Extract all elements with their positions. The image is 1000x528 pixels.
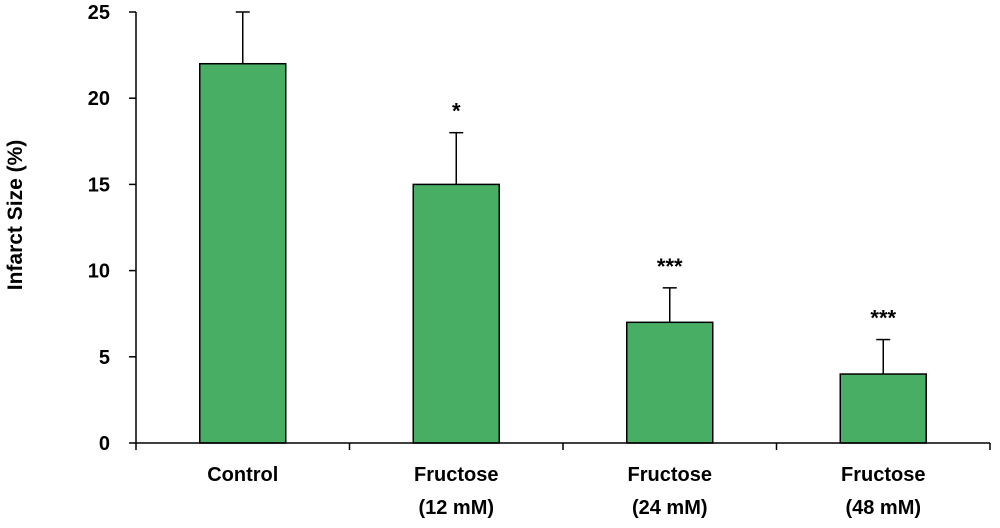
x-category-label-line: Fructose — [414, 464, 498, 486]
x-category-label-line: (12 mM) — [418, 497, 494, 519]
y-tick-label-5: 25 — [88, 2, 110, 24]
x-category-label-line: (24 mM) — [632, 497, 708, 519]
bars-layer — [199, 62, 927, 444]
y-tick-label-1: 5 — [99, 347, 110, 369]
y-axis-title-group: Infarct Size (%) — [4, 140, 27, 291]
bar-2 — [626, 321, 714, 444]
axes-layer — [135, 12, 991, 450]
error-bars-layer — [235, 11, 891, 375]
bar-3 — [839, 373, 927, 444]
y-tick-label-2: 10 — [88, 261, 110, 283]
y-tick-label-0: 0 — [99, 433, 110, 455]
x-category-label-3: Fructose (48 mM) — [841, 464, 925, 519]
significance-label-1: * — [452, 99, 461, 124]
x-category-label-line: (48 mM) — [845, 497, 921, 519]
x-category-label-line: Fructose — [841, 464, 925, 486]
y-tick-label-4: 20 — [88, 88, 110, 110]
x-category-label-line: Fructose — [628, 464, 712, 486]
x-category-label-line: Control — [207, 464, 278, 486]
bar-0 — [199, 62, 287, 444]
x-category-label-0: Control — [207, 464, 278, 486]
significance-layer: ******* — [452, 99, 897, 331]
y-tick-label-3: 15 — [88, 174, 110, 196]
x-labels-layer: Control Fructose (12 mM)Fructose (24 mM)Fru… — [207, 464, 925, 519]
x-category-label-1: Fructose (12 mM) — [414, 464, 498, 519]
x-category-label-2: Fructose (24 mM) — [628, 464, 712, 519]
y-axis-title: Infarct Size (%) — [4, 140, 27, 291]
significance-label-3: *** — [870, 306, 896, 331]
significance-label-2: *** — [657, 254, 683, 279]
y-ticks-layer: 0 5 10 15 20 25 — [88, 2, 136, 455]
bar-1 — [412, 183, 500, 444]
